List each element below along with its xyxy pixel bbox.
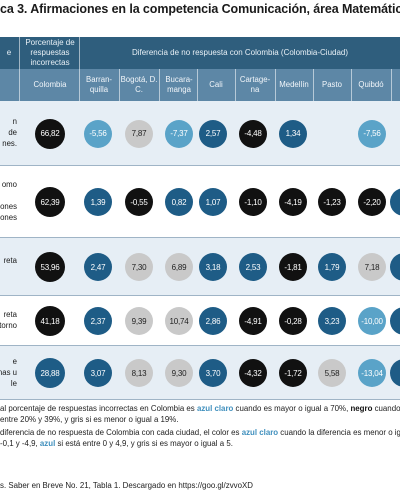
- note-line-4: -0,1 y -4,9, azul si está entre 0 y 4,9,…: [0, 438, 233, 448]
- difference-value-circle: -2,20: [358, 188, 386, 216]
- column-header-7: Pasto: [322, 80, 342, 89]
- colombia-value-circle: 28,88: [35, 358, 65, 388]
- difference-value-circle: [390, 307, 400, 335]
- difference-value-circle: 3,70: [199, 359, 227, 387]
- table-header: e Porcentaje de respuestas incorrectas D…: [0, 37, 400, 69]
- difference-value-circle: 1,07: [199, 188, 227, 216]
- column-header-0: Colombia: [33, 80, 67, 89]
- difference-value-circle: -7,37: [165, 119, 193, 148]
- difference-value-circle: -5,56: [84, 119, 112, 148]
- difference-value-circle: 7,30: [125, 253, 153, 281]
- diff-header-label: Diferencia de no respuesta con Colombia …: [131, 48, 349, 57]
- table-title: ca 3. Afirmaciones en la competencia Com…: [0, 2, 400, 16]
- difference-value-circle: 2,53: [239, 253, 267, 281]
- note-line-2: entre 20% y 39%, y gris si es menor o ig…: [0, 414, 179, 424]
- column-header-2: Bogotá, D. C.: [120, 75, 158, 94]
- difference-value-circle: -1,10: [239, 188, 267, 216]
- row-description: e nas u le: [0, 346, 18, 400]
- row-description-line: iciones: [0, 213, 17, 222]
- difference-value-circle: 0,82: [165, 188, 193, 216]
- column-header-6: Medellín: [279, 80, 309, 89]
- column-header-1: Barran-quilla: [86, 75, 112, 94]
- difference-value-circle: -10,00: [358, 307, 386, 335]
- difference-value-circle: 2,86: [199, 307, 227, 335]
- left-header-label: e: [6, 48, 12, 57]
- difference-value-circle: 6,89: [165, 253, 193, 281]
- difference-value-circle: -0,55: [125, 188, 153, 216]
- difference-value-circle: 3,18: [199, 253, 227, 281]
- pct-header-label: Porcentaje de respuestas incorrectas: [25, 38, 75, 67]
- difference-value-circle: -13,04: [358, 359, 386, 387]
- difference-value-circle: [390, 253, 400, 281]
- difference-value-circle: 1,34: [279, 119, 307, 148]
- difference-value-circle: -1,81: [279, 253, 307, 281]
- colombia-value-circle: 41,18: [35, 306, 65, 336]
- difference-value-circle: 2,47: [84, 253, 112, 281]
- table-notes: al porcentaje de respuestas incorrectas …: [0, 404, 400, 449]
- difference-value-circle: -4,91: [239, 307, 267, 335]
- row-description-line: nes.: [2, 139, 17, 148]
- row-description-line: de: [8, 128, 17, 137]
- row-description-line: nas u: [0, 367, 17, 377]
- column-header-row: Colombia Barran-quilla Bogotá, D. C. Bucara…: [0, 69, 400, 101]
- difference-value-circle: -1,72: [279, 359, 307, 387]
- difference-value-circle: -4,48: [239, 119, 267, 148]
- row-description-line: reta: [3, 256, 17, 265]
- difference-value-circle: 3,07: [84, 359, 112, 387]
- difference-value-circle: 7,87: [125, 119, 153, 148]
- difference-value-circle: 2,57: [199, 119, 227, 148]
- difference-value-circle: 9,30: [165, 359, 193, 387]
- difference-value-circle: -7,56: [358, 119, 386, 148]
- difference-value-circle: 7,18: [358, 253, 386, 281]
- row-description-line: le: [10, 378, 17, 388]
- difference-value-circle: 3,23: [318, 307, 346, 335]
- difference-value-circle: [390, 188, 400, 216]
- difference-value-circle: 8,13: [125, 359, 153, 387]
- difference-value-circle: 9,39: [125, 307, 153, 335]
- difference-value-circle: 5,58: [318, 359, 346, 387]
- row-description-line: e: [12, 356, 17, 366]
- note-line-3: diferencia de no respuesta de Colombia c…: [0, 428, 400, 438]
- row-description: reta ntorno: [0, 296, 18, 346]
- row-description-line: omo: [1, 180, 17, 189]
- difference-value-circle: [390, 359, 400, 387]
- difference-value-circle: -1,23: [318, 188, 346, 216]
- column-header-5: Cartage-na: [239, 75, 271, 94]
- column-header-4: Cali: [209, 80, 223, 89]
- difference-value-circle: -4,19: [279, 188, 307, 216]
- colombia-value-circle: 62,39: [35, 187, 65, 217]
- row-description: omo ones iciones: [0, 166, 18, 238]
- difference-value-circle: -0,28: [279, 307, 307, 335]
- colombia-value-circle: 66,82: [35, 118, 65, 149]
- note-line-1: al porcentaje de respuestas incorrectas …: [0, 404, 400, 413]
- row-description-line: n: [12, 117, 17, 126]
- row-description: reta: [0, 238, 18, 296]
- column-header-9: S: [392, 69, 400, 101]
- column-header-3: Bucara-manga: [165, 75, 193, 94]
- difference-value-circle: 2,37: [84, 307, 112, 335]
- difference-value-circle: 1,39: [84, 188, 112, 216]
- row-description-line: ntorno: [0, 321, 17, 330]
- difference-value-circle: 1,79: [318, 253, 346, 281]
- source-citation: s. Saber en Breve No. 21, Tabla 1. Desca…: [0, 481, 253, 490]
- colombia-value-circle: 53,96: [35, 252, 65, 282]
- row-description-line: reta: [3, 310, 17, 319]
- row-description-line: ones: [0, 202, 17, 211]
- difference-value-circle: 10,74: [165, 307, 193, 335]
- difference-value-circle: -4,32: [239, 359, 267, 387]
- row-description: n de nes.: [0, 101, 18, 166]
- column-header-8: Quibdó: [358, 80, 384, 89]
